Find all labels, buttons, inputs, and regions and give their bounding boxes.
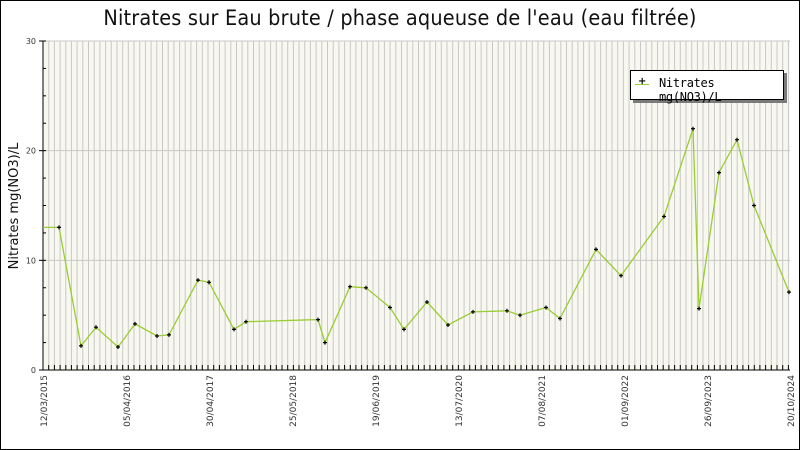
data-point-marker-icon (133, 321, 137, 326)
data-point-marker-icon (544, 305, 548, 310)
data-point-marker-icon (196, 278, 200, 283)
data-point-marker-icon (425, 300, 429, 304)
x-tick-label: 07/08/2021 (538, 375, 548, 427)
x-tick-label: 05/04/2016 (123, 375, 133, 427)
data-point-marker-icon (717, 170, 721, 175)
data-point-marker-icon (402, 327, 406, 332)
y-axis-ticks: 0 10 20 30 (26, 37, 46, 375)
y-tick-label: 30 (26, 37, 36, 46)
data-point-marker-icon (697, 306, 701, 311)
data-point-marker-icon (232, 327, 236, 332)
x-tick-label: 19/06/2019 (372, 375, 382, 427)
data-point-marker-icon (207, 280, 211, 285)
series-line (43, 128, 790, 348)
data-point-marker-icon (388, 305, 392, 310)
data-point-marker-icon (558, 316, 562, 321)
data-series (43, 126, 791, 349)
data-point-marker-icon (735, 137, 739, 142)
y-tick-label: 10 (26, 256, 36, 265)
data-point-marker-icon (244, 319, 248, 324)
data-point-marker-icon (364, 285, 368, 290)
data-point-marker-icon (348, 284, 352, 289)
data-point-marker-icon (167, 332, 171, 337)
data-point-marker-icon (662, 214, 666, 219)
horizontal-grid (43, 40, 790, 261)
data-point-marker-icon (505, 308, 509, 313)
data-point-marker-icon (752, 203, 756, 208)
x-tick-label: 20/10/2024 (787, 375, 797, 427)
data-point-marker-icon (619, 273, 623, 278)
data-point-marker-icon (316, 317, 320, 322)
x-tick-label: 12/03/2015 (40, 375, 50, 427)
x-tick-label: 13/07/2020 (455, 375, 465, 427)
data-point-marker-icon (57, 225, 61, 230)
data-point-marker-icon (446, 323, 450, 327)
x-tick-label: 26/09/2023 (704, 375, 714, 427)
data-point-marker-icon (94, 325, 98, 330)
data-point-marker-icon (323, 340, 327, 345)
data-point-marker-icon (155, 334, 159, 338)
x-tick-label: 30/04/2017 (206, 375, 216, 427)
y-tick-label: 20 (26, 147, 36, 156)
y-tick-label: 0 (31, 366, 36, 375)
data-point-marker-icon (79, 343, 83, 348)
data-point-marker-icon (594, 247, 598, 252)
legend-label: Nitrates mg(NO3)/L (659, 76, 722, 104)
data-point-marker-icon (787, 290, 791, 295)
x-tick-label: 01/09/2022 (621, 375, 631, 427)
data-point-marker-icon (691, 126, 695, 131)
legend-line-marker-icon (635, 76, 649, 87)
y-axis-label: Nitrates mg(NO3)/L (7, 142, 22, 269)
x-tick-label: 25/05/2018 (289, 375, 299, 427)
chart-title: Nitrates sur Eau brute / phase aqueuse d… (103, 6, 697, 30)
legend: Nitrates mg(NO3)/L (630, 70, 784, 104)
data-point-marker-icon (116, 345, 120, 349)
x-axis-ticks: 12/03/2015 05/04/2016 30/04/2017 25/05/2018… (40, 365, 797, 427)
data-point-marker-icon (471, 309, 475, 314)
data-point-marker-icon (518, 313, 522, 318)
